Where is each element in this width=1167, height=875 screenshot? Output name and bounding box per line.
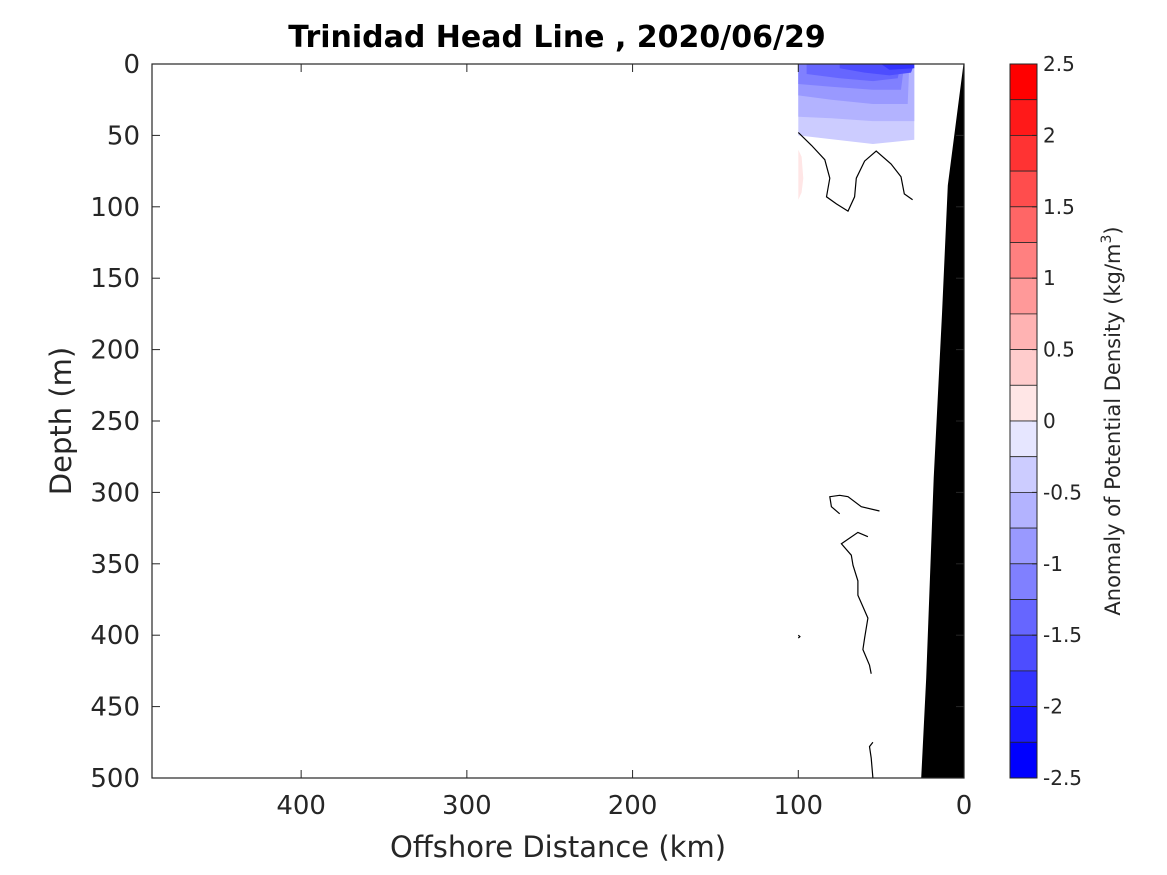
colorbar-label: Anomaly of Potential Density (kg/m3) <box>1099 226 1125 615</box>
colorbar-label-text: Anomaly of Potential Density (kg/m <box>1101 244 1125 616</box>
anomaly-layer <box>798 64 915 200</box>
y-tick-label: 350 <box>90 550 140 580</box>
anomaly-patch-6 <box>881 64 915 70</box>
colorbar-tick-label: -2 <box>1043 695 1063 719</box>
colorbar-swatch <box>1009 170 1038 208</box>
x-tick-label: 200 <box>608 791 658 821</box>
y-tick-label: 250 <box>90 407 140 437</box>
colorbar-tick-label: -0.5 <box>1043 480 1082 504</box>
colorbar-swatch <box>1009 313 1038 350</box>
colorbar-swatch <box>1009 99 1038 136</box>
colorbar-label-superscript: 3 <box>1099 235 1115 244</box>
y-tick-label: 450 <box>90 693 140 723</box>
colorbar-swatch <box>1009 670 1038 708</box>
y-tick-label: 300 <box>90 478 140 508</box>
colorbar: 2.5 2 1.5 1 0.5 0 -0.5 -1 -1.5 -2 -2.5 Anomaly of … <box>1009 52 1125 790</box>
y-tick-label: 100 <box>90 193 140 223</box>
x-tick-label: 0 <box>956 791 973 821</box>
x-tick-label: 100 <box>773 791 823 821</box>
y-tick-label: 200 <box>90 336 140 366</box>
colorbar-swatch <box>1009 384 1038 422</box>
plot-background <box>152 64 964 778</box>
colorbar-swatch <box>1009 491 1038 529</box>
colorbar-tick-label: 1.5 <box>1043 195 1075 219</box>
y-tick-label: 0 <box>123 50 140 80</box>
colorbar-tick-label: 2.5 <box>1043 52 1075 76</box>
x-axis-label: Offshore Distance (km) <box>390 830 726 864</box>
colorbar-swatch <box>1009 741 1038 779</box>
y-tick-label: 500 <box>90 764 140 794</box>
colorbar-tick-label: -2.5 <box>1043 766 1082 790</box>
x-ticks: 400 300 200 100 0 <box>276 64 972 821</box>
colorbar-swatch <box>1009 134 1038 172</box>
colorbar-swatch <box>1009 527 1038 565</box>
anomaly-patch-7 <box>798 149 804 200</box>
colorbar-ticks: 2.5 2 1.5 1 0.5 0 -0.5 -1 -1.5 -2 -2.5 <box>1032 52 1082 790</box>
colorbar-label-end: ) <box>1101 226 1125 234</box>
zero-contour-line-1 <box>829 494 880 515</box>
colorbar-swatch <box>1009 599 1038 636</box>
y-tick-label: 150 <box>90 264 140 294</box>
colorbar-swatch <box>1009 706 1038 743</box>
x-tick-label: 300 <box>442 791 492 821</box>
colorbar-swatch <box>1009 63 1038 101</box>
colorbar-tick-label: 1 <box>1043 266 1056 290</box>
y-tick-label: 50 <box>107 121 140 151</box>
colorbar-swatch <box>1009 456 1038 493</box>
colorbar-swatch <box>1009 349 1038 386</box>
y-tick-label: 400 <box>90 621 140 651</box>
colorbar-tick-label: 0 <box>1043 409 1056 433</box>
colorbar-tick-label: -1.5 <box>1043 623 1082 647</box>
colorbar-swatch <box>1009 563 1038 600</box>
zero-contour-layer <box>797 132 913 779</box>
colorbar-tick-label: -1 <box>1043 552 1063 576</box>
x-tick-label: 400 <box>276 791 326 821</box>
colorbar-swatch <box>1009 634 1038 672</box>
zero-contour-line-3 <box>797 634 801 639</box>
colorbar-swatch <box>1009 206 1038 243</box>
y-ticks: 0 50 100 150 200 250 300 350 400 450 500 <box>90 50 964 794</box>
zero-contour-line-2 <box>840 531 872 674</box>
zero-contour-line-4 <box>868 741 874 779</box>
chart-title: Trinidad Head Line , 2020/06/29 <box>288 20 825 55</box>
colorbar-tick-label: 0.5 <box>1043 338 1075 362</box>
colorbar-tick-label: 2 <box>1043 123 1056 147</box>
zero-contour-line-0 <box>797 132 913 212</box>
y-axis-label: Depth (m) <box>44 347 78 495</box>
colorbar-swatch <box>1009 277 1038 315</box>
colorbar-swatch <box>1009 242 1038 279</box>
plot-area: 400 300 200 100 0 0 50 100 150 200 250 300 350 400 45… <box>90 50 972 821</box>
colorbar-swatch <box>1009 420 1038 458</box>
colorbar-swatches <box>1009 63 1038 779</box>
